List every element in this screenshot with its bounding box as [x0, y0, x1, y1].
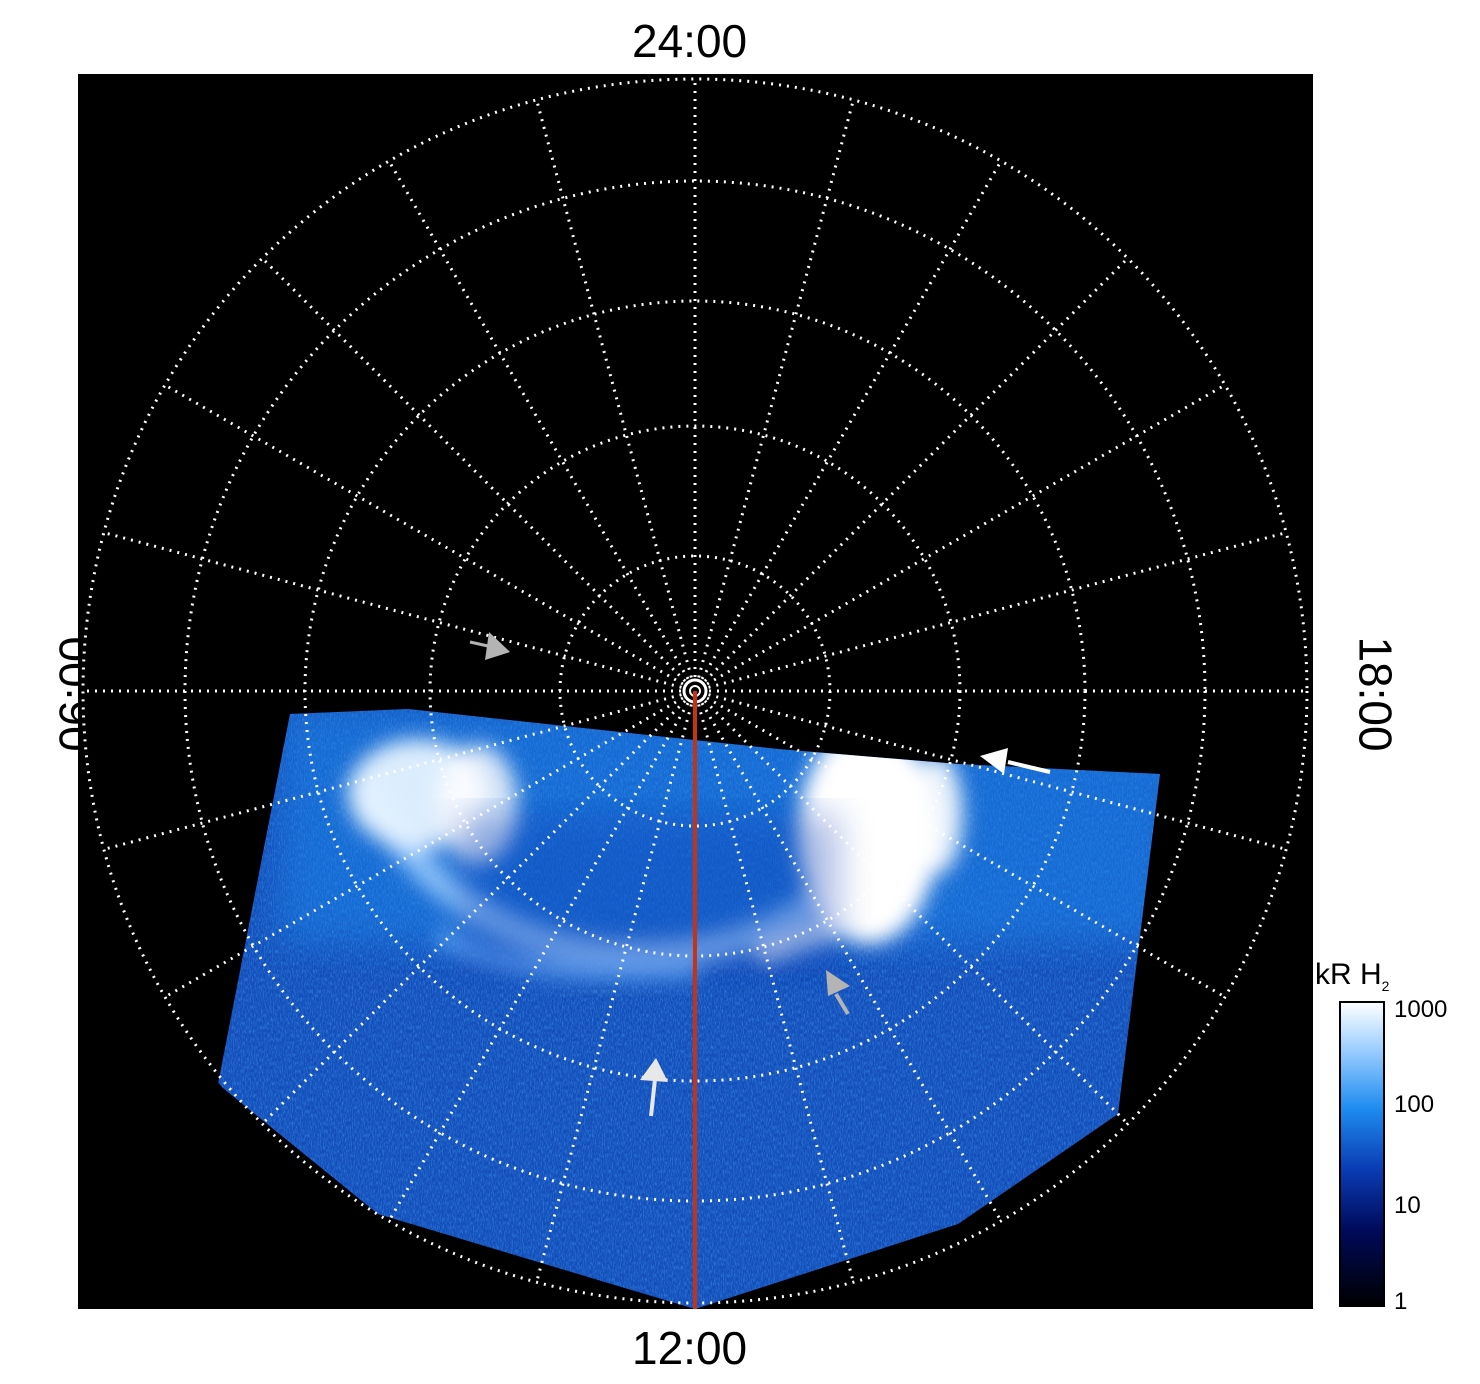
colorbar-tick-1000: 1000: [1394, 996, 1448, 1023]
white-arrow-lower: [640, 1058, 668, 1117]
colorbar-tick-100: 100: [1394, 1091, 1435, 1118]
colorbar-tick-10: 10: [1394, 1192, 1421, 1219]
white-arrow-right: [980, 748, 1051, 774]
local-time-label-24: 24:00: [632, 15, 748, 67]
local-time-label-18: 18:00: [1349, 636, 1402, 752]
meridian-line: [708, 531, 1287, 689]
meridian-line: [706, 383, 1226, 686]
auroral-polar-projection: [78, 74, 1313, 1309]
gray-arrow-left: [469, 632, 510, 660]
meridian-line: [261, 257, 687, 683]
meridian-line: [697, 99, 855, 678]
polar-image-svg: [81, 77, 1309, 1309]
meridian-line: [387, 160, 690, 680]
colorbar-title: kR H2: [1315, 958, 1390, 994]
meridian-line: [103, 531, 682, 689]
meridian-line: [700, 160, 1003, 680]
meridian-line: [164, 383, 684, 686]
colorbar: [1339, 1001, 1385, 1307]
local-time-label-12: 12:00: [632, 1322, 748, 1374]
colorbar-tick-1: 1: [1394, 1288, 1408, 1315]
gray-arrow-right-lower: [826, 970, 850, 1016]
meridian-line: [703, 257, 1129, 683]
